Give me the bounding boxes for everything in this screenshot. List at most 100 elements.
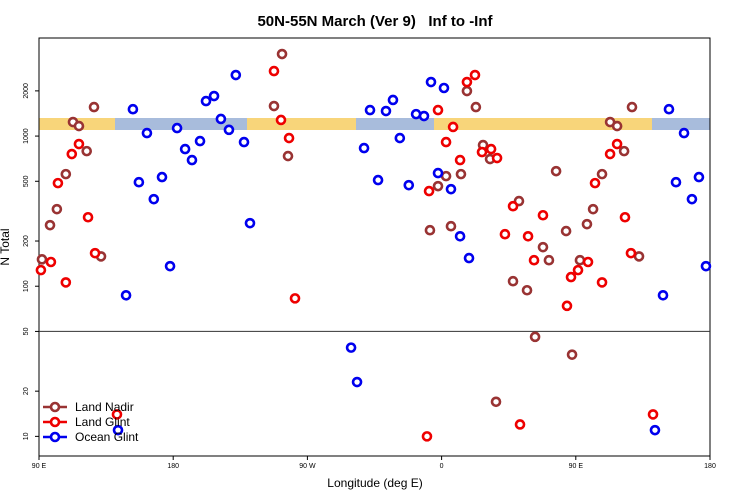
point: [565, 271, 577, 283]
point: [469, 69, 481, 81]
chart-title: 50N-55N March (Ver 9) Inf to -Inf: [257, 13, 493, 30]
point: [432, 167, 444, 179]
point: [625, 247, 637, 259]
point: [244, 217, 256, 229]
point: [537, 241, 549, 253]
legend-marker: [49, 401, 61, 413]
point: [283, 132, 295, 144]
point: [491, 152, 503, 164]
plot-frame: [38, 37, 711, 457]
land-ocean-strip: [39, 118, 710, 130]
x-tick-label: 90 E: [569, 463, 584, 470]
point: [604, 148, 616, 160]
point: [432, 180, 444, 192]
y-tick-label: 500: [23, 175, 30, 187]
point: [589, 177, 601, 189]
point: [693, 171, 705, 183]
point: [380, 105, 392, 117]
point: [700, 260, 712, 272]
point: [647, 409, 659, 420]
point: [73, 120, 85, 132]
point: [596, 277, 608, 288]
point: [521, 284, 533, 296]
point: [88, 101, 100, 113]
point: [611, 120, 623, 132]
legend-marker: [49, 431, 61, 443]
point: [194, 135, 206, 147]
point: [425, 76, 437, 88]
x-axis-label: Longitude (deg E): [327, 476, 422, 490]
point: [657, 290, 669, 301]
point: [148, 193, 160, 205]
point: [89, 247, 101, 259]
point: [268, 100, 280, 112]
point: [470, 101, 482, 113]
point: [60, 168, 72, 180]
point: [581, 218, 593, 230]
point: [663, 103, 675, 115]
point: [611, 138, 623, 150]
y-tick-label: 2000: [23, 83, 30, 99]
point: [514, 419, 526, 430]
point: [73, 138, 85, 150]
point: [619, 211, 631, 223]
y-tick-label: 50: [23, 327, 30, 335]
y-tick-label: 200: [23, 235, 30, 247]
y-tick-label: 1000: [23, 128, 30, 144]
point: [550, 165, 562, 177]
point: [133, 176, 145, 188]
point: [485, 143, 497, 155]
ocean-strip: [115, 118, 247, 130]
point: [447, 121, 459, 133]
point: [372, 174, 384, 186]
point: [387, 94, 399, 106]
point: [649, 424, 661, 436]
point: [438, 82, 450, 94]
y-tick-label: 100: [23, 280, 30, 292]
point: [596, 168, 608, 180]
point: [351, 376, 363, 388]
x-tick-label: 90 E: [32, 463, 47, 470]
point: [528, 254, 540, 266]
x-tick-label: 180: [167, 463, 179, 470]
point: [445, 220, 457, 232]
point: [455, 168, 467, 180]
point: [156, 171, 168, 183]
y-tick-label: 20: [23, 387, 30, 395]
point: [215, 113, 227, 125]
point: [566, 349, 578, 360]
point: [507, 200, 519, 212]
point: [537, 209, 549, 221]
point: [529, 331, 541, 343]
point: [561, 300, 573, 312]
point: [186, 154, 198, 166]
point: [45, 256, 57, 268]
y-axis-label: N Total: [0, 228, 12, 265]
point: [670, 176, 682, 188]
point: [52, 177, 64, 189]
point: [171, 122, 183, 134]
point: [35, 264, 47, 276]
point: [112, 424, 124, 436]
point: [543, 254, 555, 266]
point: [81, 145, 93, 157]
point: [36, 254, 48, 265]
point: [179, 143, 191, 155]
legend-marker: [49, 416, 61, 428]
ocean-strip: [356, 118, 434, 130]
point: [445, 183, 457, 195]
legend-label: Ocean Glint: [75, 430, 139, 444]
point: [454, 231, 466, 242]
point: [44, 219, 56, 231]
point: [51, 203, 63, 215]
point: [522, 231, 534, 242]
point: [678, 127, 690, 139]
point: [432, 104, 444, 116]
legend-label: Land Glint: [75, 415, 130, 429]
point: [424, 224, 436, 236]
x-tick-label: 90 W: [299, 463, 316, 470]
point: [164, 260, 176, 272]
point: [66, 148, 78, 160]
point: [120, 290, 132, 301]
